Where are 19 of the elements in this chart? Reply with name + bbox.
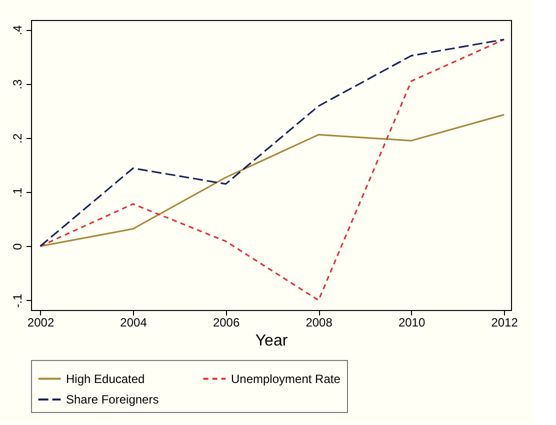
x-axis-title: Year — [255, 332, 288, 350]
y-tick-label: 0 — [10, 243, 24, 250]
legend-label: Unemployment Rate — [231, 372, 341, 386]
y-tick-label: .1 — [10, 187, 24, 198]
y-tick-label: .3 — [10, 79, 24, 90]
line-series — [39, 114, 505, 247]
y-tick-label: .4 — [10, 24, 24, 36]
line-series — [39, 38, 505, 247]
x-tick-label: 2004 — [120, 316, 148, 330]
x-tick-label: 2002 — [27, 316, 54, 330]
x-tick-label: 2012 — [491, 316, 518, 330]
legend-label: High Educated — [66, 372, 145, 386]
x-tick-label: 2006 — [212, 316, 240, 330]
x-tick-label: 2008 — [306, 316, 333, 330]
legend-label: Share Foreigners — [66, 392, 159, 406]
y-tick-label: -.1 — [10, 293, 24, 308]
y-tick-label: .2 — [10, 133, 24, 144]
line-series — [39, 38, 505, 302]
x-tick-label: 2010 — [398, 316, 426, 330]
